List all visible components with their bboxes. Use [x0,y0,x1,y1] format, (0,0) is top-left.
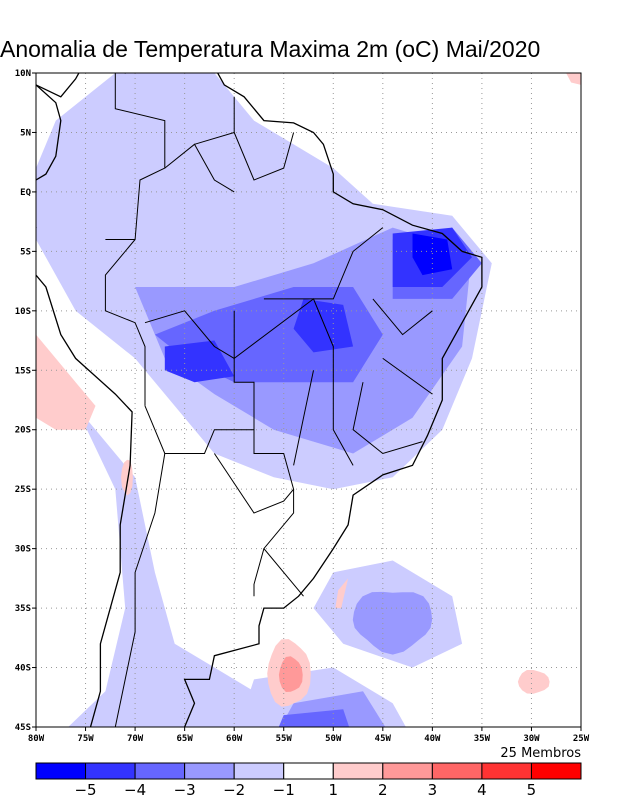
map-title: Anomalia de Temperatura Maxima 2m (oC) M… [0,36,541,62]
lon-tick-label: 40W [424,734,441,744]
lon-tick-label: 60W [226,734,243,744]
lat-tick-label: 45S [15,723,31,733]
political-border [352,382,423,455]
lon-tick-label: 70W [127,734,144,744]
colorbar-swatch [85,762,136,780]
colorbar-swatch [481,762,532,780]
anomaly-region [335,578,349,609]
lat-tick-label: 30S [15,545,31,555]
colorbar-label: 4 [477,781,487,799]
colorbar-swatch [283,762,334,780]
lat-tick-label: 10N [15,69,31,79]
members-label: 25 Membros [500,746,581,761]
colorbar-label: −5 [74,781,96,799]
political-border [263,489,304,597]
lon-tick-label: 75W [77,734,94,744]
west-coastline [36,84,133,727]
east-coastline [36,73,483,727]
lon-tick-label: 55W [276,734,293,744]
colorbar-label: 2 [378,781,388,799]
anomaly-region [412,233,453,276]
colorbar-swatch [233,762,285,780]
lon-tick-label: 25W [573,734,590,744]
colorbar-swatch [332,762,384,780]
lon-tick-label: 45W [375,734,392,744]
lon-tick-label: 65W [177,734,194,744]
colorbar-label: 5 [527,781,537,799]
political-border [164,143,235,193]
colorbar: −5 −4 −3 −2 −1 1 2 3 4 5 [35,762,582,799]
lat-tick-label: 5N [20,128,31,138]
colorbar-label: −2 [223,781,245,799]
anomaly-shading [36,73,581,727]
anomaly-region [278,656,303,692]
political-border [104,239,146,406]
colorbar-swatch [134,762,186,780]
colorbar-swatch [382,762,433,780]
colorbar-label: −1 [273,781,295,799]
lat-tick-label: 20S [15,426,31,436]
political-border [263,227,384,300]
map-frame [35,72,582,728]
lon-tick-label: 35W [474,734,491,744]
political-border [233,132,295,181]
anomaly-region [566,73,581,85]
lat-tick-label: 35S [15,604,31,614]
lat-tick-label: EQ [20,188,31,198]
colorbar-swatch [530,762,582,780]
political-border [194,96,235,145]
lon-tick-label: 30W [523,734,540,744]
political-border [114,453,166,727]
anomaly-region [278,709,350,727]
colorbar-swatch [431,762,483,780]
lat-tick-label: 25S [15,485,31,495]
colorbar-label: −3 [174,781,196,799]
political-border [233,298,354,466]
colorbar-label: 3 [428,781,438,799]
lat-tick-label: 10S [15,307,31,317]
lat-tick-label: 40S [15,664,31,674]
political-border [372,298,433,336]
political-border [382,357,433,395]
coastline [36,73,483,727]
anomaly-region [164,340,235,383]
anomaly-region [36,334,96,430]
lon-tick-label: 80W [28,734,45,744]
anomaly-region [352,591,433,655]
colorbar-swatch [184,762,235,780]
lat-tick-label: 15S [15,366,31,376]
political-border [293,370,314,466]
colorbar-label: 1 [328,781,338,799]
political-border [253,548,265,597]
lat-tick-label: 5S [20,247,31,257]
colorbar-label: −4 [124,781,146,799]
anomaly-region [293,298,354,353]
anomaly-region [68,405,274,727]
anomaly-region [517,670,550,694]
colorbar-swatch [35,762,87,780]
lon-tick-label: 50W [325,734,342,744]
political-border [144,310,255,454]
